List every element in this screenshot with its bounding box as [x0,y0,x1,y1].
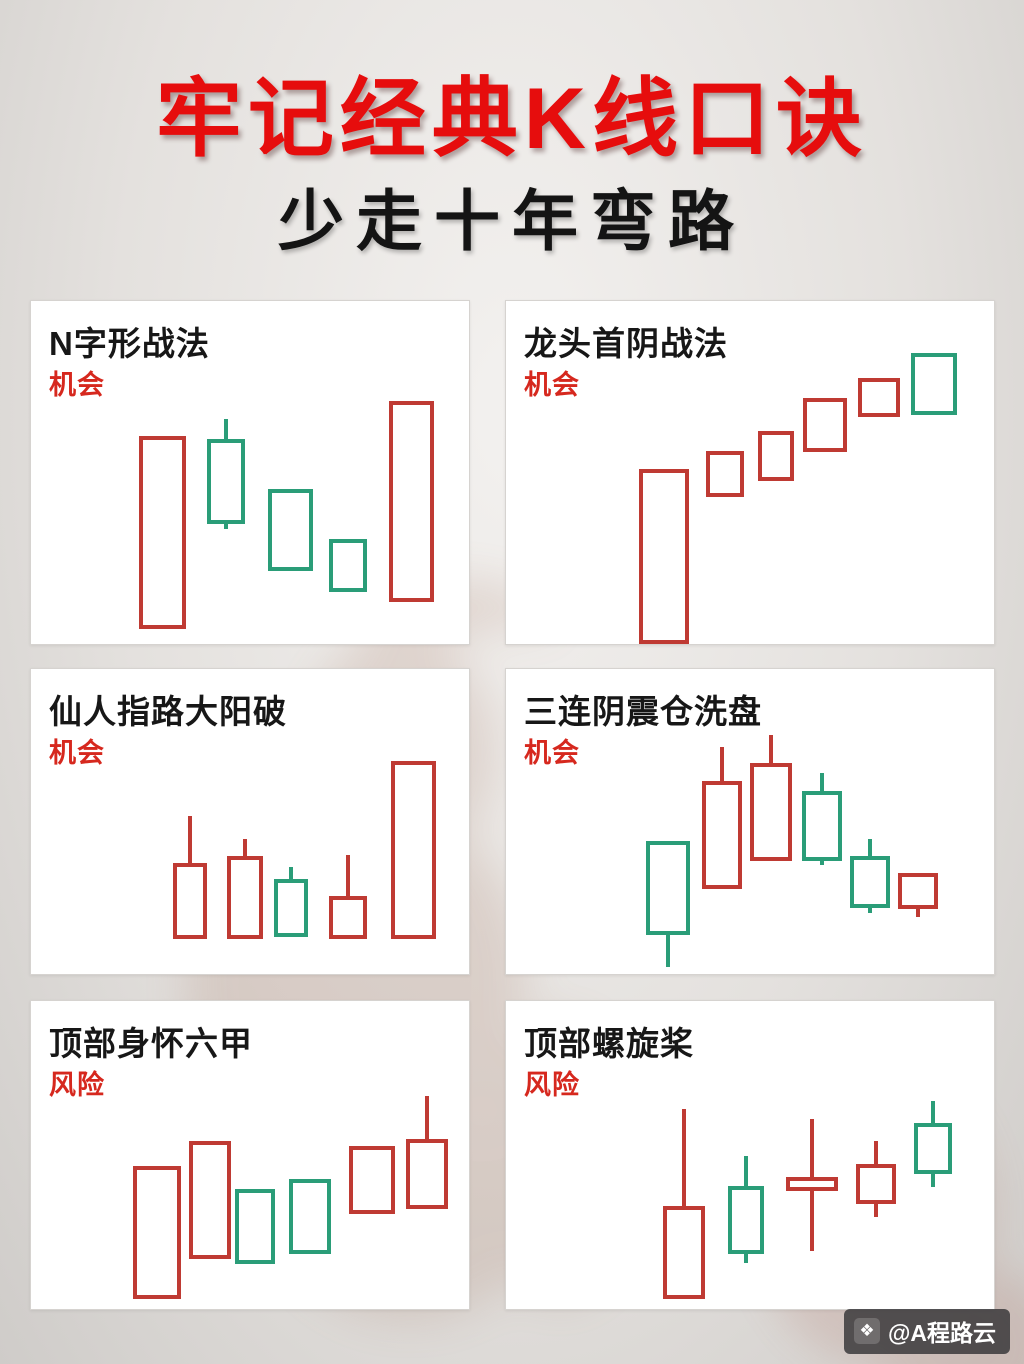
candle-body-red [329,896,367,939]
panel-three-yin-shakeout: 三连阴震仓洗盘 机会 [505,668,995,975]
panel-title: 顶部螺旋桨 [524,1025,694,1062]
candle-body-red [139,436,186,629]
panel-tag-opportunity: 机会 [49,738,105,768]
panel-title: N字形战法 [49,325,210,362]
candle-body-green [646,841,690,935]
candle-body-red [227,856,263,939]
candle-body-red [702,781,742,889]
candle-body-red [706,451,744,497]
candle-body-green [268,489,313,571]
candlestick-chart [31,301,469,644]
candle-body-red [750,763,792,861]
candle-body-green [728,1186,764,1254]
panel-title: 龙头首阴战法 [524,325,728,362]
panel-top-harami: 顶部身怀六甲 风险 [30,1000,470,1310]
candle-wick [682,1109,686,1206]
subtitle: 少走十年弯路 [278,184,746,258]
candle-body-green [207,439,245,524]
candle-body-green [235,1189,275,1264]
candle-body-green [802,791,842,861]
candle-body-red [349,1146,395,1214]
candle-body-red [758,431,794,481]
candle-body-red [133,1166,181,1299]
author-watermark: ❖ @A程路云 [843,1309,1010,1354]
candle-body-green [850,856,890,908]
candle-body-green [329,539,367,592]
candle-body-green [914,1123,952,1174]
candle-wick [346,855,350,931]
candle-body-red [406,1139,448,1209]
watermark-text: @A程路云 [887,1320,996,1346]
candle-body-red [391,761,436,939]
candle-body-red [803,398,847,452]
panel-title: 顶部身怀六甲 [49,1025,253,1062]
candle-body-red [858,378,900,417]
panel-top-propeller: 顶部螺旋桨 风险 [505,1000,995,1310]
panel-dragon-head-first-yin: 龙头首阴战法 机会 [505,300,995,645]
candle-body-red [189,1141,231,1259]
candle-body-green [289,1179,331,1254]
candle-body-red [389,401,434,602]
panel-tag-risk: 风险 [49,1070,105,1100]
candlestick-chart [506,301,994,644]
panel-tag-risk: 风险 [524,1070,580,1100]
main-title: 牢记经典K线口诀 [155,71,869,167]
logo-icon: ❖ [853,1318,880,1344]
panel-tag-opportunity: 机会 [49,370,105,400]
candle-body-green [274,879,308,937]
candlestick-chart [31,1001,469,1309]
candle-body-green [911,353,957,415]
candlestick-chart [31,669,469,974]
panel-title: 三连阴震仓洗盘 [524,693,762,730]
panel-tag-opportunity: 机会 [524,370,580,400]
panel-immortal-points-way: 仙人指路大阳破 机会 [30,668,470,975]
candle-body-red [856,1164,896,1204]
candle-wick [425,1096,429,1139]
candle-body-red [639,469,689,644]
candle-body-red [898,873,938,909]
candlestick-chart [506,669,994,974]
panel-n-shape-tactic: N字形战法 机会 [30,300,470,645]
candle-body-red [786,1177,838,1191]
panel-tag-opportunity: 机会 [524,738,580,768]
candle-body-red [173,863,207,939]
candlestick-chart [506,1001,994,1309]
candle-body-red [663,1206,705,1299]
panel-title: 仙人指路大阳破 [49,693,287,730]
